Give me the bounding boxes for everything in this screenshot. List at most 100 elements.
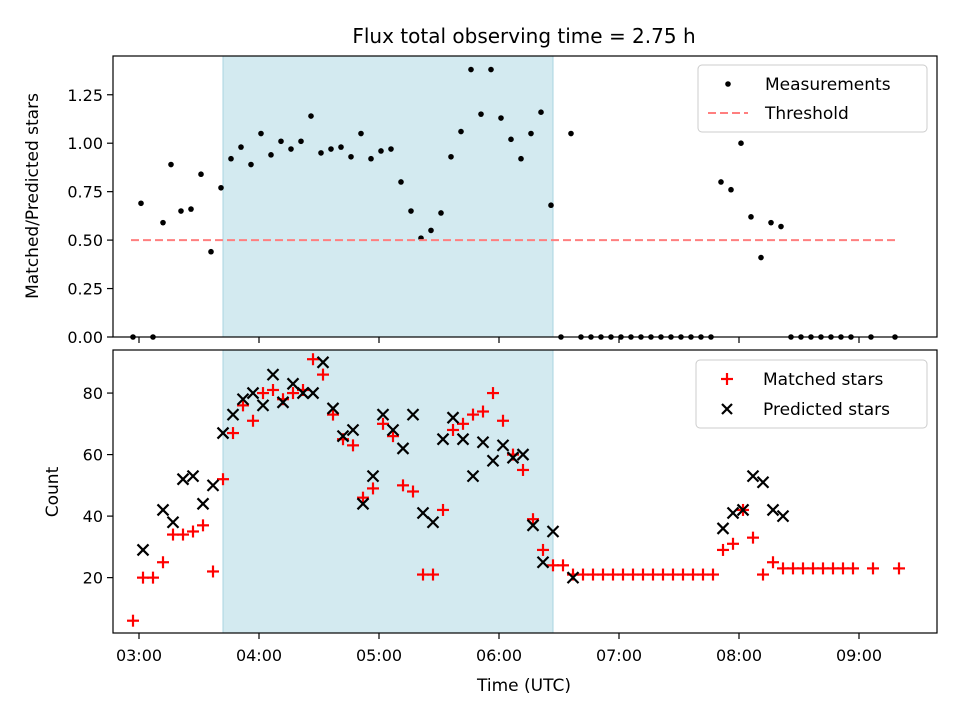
matched-star-marker <box>207 565 219 578</box>
matched-star-marker <box>727 537 739 550</box>
x-tick-label: 08:00 <box>716 646 762 665</box>
matched-star-marker <box>893 562 905 575</box>
matched-star-marker <box>127 614 139 627</box>
measurement-point <box>308 113 314 119</box>
matched-star-marker <box>477 405 489 418</box>
matched-star-marker <box>317 368 329 381</box>
matched-star-marker <box>747 531 759 544</box>
matched-star-marker <box>437 503 449 516</box>
matched-star-marker <box>227 427 239 440</box>
matched-star-marker <box>247 414 259 427</box>
predicted-star-marker <box>366 469 380 483</box>
measurement-point <box>238 144 244 150</box>
predicted-star-marker <box>496 439 510 452</box>
matched-star-marker <box>197 519 209 532</box>
predicted-star-marker <box>746 469 760 483</box>
x-tick: 08:00 <box>716 633 762 665</box>
measurement-point <box>268 152 274 158</box>
measurement-point <box>488 66 494 73</box>
predicted-star-marker <box>226 408 240 421</box>
x-tick-label: 06:00 <box>476 646 522 665</box>
predicted-star-marker <box>346 423 360 437</box>
measurement-point <box>178 208 184 214</box>
predicted-star-marker <box>476 436 490 449</box>
measurement-point <box>138 200 144 207</box>
bottom-legend-box <box>695 359 928 429</box>
predicted-star-marker <box>456 432 470 446</box>
y-tick: 20 <box>83 569 113 588</box>
measurement-point <box>718 179 724 185</box>
predicted-star-marker <box>176 472 190 486</box>
top-legend-box <box>697 64 928 133</box>
y-tick: 0.25 <box>67 280 113 299</box>
matched-star-marker <box>397 479 409 492</box>
measurement-point <box>328 146 334 152</box>
legend-measurements-marker <box>725 81 731 87</box>
predicted-star-marker <box>436 432 450 446</box>
matched-star-marker <box>327 408 339 421</box>
matched-star-marker <box>387 430 399 443</box>
matched-star-marker <box>177 528 189 541</box>
predicted-star-marker <box>446 411 460 424</box>
legend-matched-label: Matched stars <box>763 370 883 390</box>
y-tick: 0.50 <box>67 231 113 250</box>
predicted-star-marker <box>196 497 210 511</box>
predicted-star-marker <box>266 368 280 381</box>
measurement-point <box>388 146 394 152</box>
x-tick-label: 03:00 <box>116 646 162 665</box>
predicted-star-marker <box>336 429 350 443</box>
x-tick-label: 04:00 <box>236 646 282 665</box>
measurement-point <box>188 206 194 212</box>
x-tick: 07:00 <box>596 633 642 665</box>
y-tick-label: 0.50 <box>67 231 103 250</box>
predicted-star-marker <box>536 555 550 569</box>
predicted-star-marker <box>406 408 420 421</box>
top-shaded-interval <box>223 56 553 337</box>
y-tick: 40 <box>83 507 113 526</box>
measurement-point <box>428 227 434 234</box>
y-tick-label: 1.25 <box>67 86 103 105</box>
measurement-point <box>498 115 504 121</box>
predicted-star-marker <box>766 503 780 517</box>
predicted-star-marker <box>246 386 260 400</box>
matched-star-marker <box>467 408 479 421</box>
matched-star-marker <box>377 417 389 430</box>
measurement-point <box>228 155 234 162</box>
measurement-point <box>288 146 294 152</box>
matched-star-marker <box>847 562 859 575</box>
matched-star-marker <box>257 387 269 400</box>
y-tick-label: 0.25 <box>67 280 103 299</box>
measurement-point <box>528 130 534 137</box>
predicted-star-marker <box>166 515 180 529</box>
predicted-star-marker <box>356 497 370 511</box>
matched-star-marker <box>427 568 439 581</box>
predicted-star-marker <box>416 506 430 520</box>
predicted-star-marker <box>236 392 250 406</box>
x-tick: 03:00 <box>116 633 162 665</box>
predicted-star-marker <box>306 386 320 400</box>
matched-star-marker <box>497 414 509 427</box>
y-tick: 1.25 <box>67 86 113 105</box>
matched-star-marker <box>717 543 729 556</box>
measurement-point <box>278 138 284 145</box>
predicted-star-marker <box>136 543 150 557</box>
y-tick-label: 20 <box>83 569 103 588</box>
measurement-point <box>218 184 224 191</box>
matched-star-marker <box>407 485 419 498</box>
predicted-star-marker <box>566 571 580 584</box>
predicted-star-marker <box>156 503 170 517</box>
predicted-star-marker <box>546 525 560 538</box>
legend-measurements-label: Measurements <box>765 75 891 95</box>
predicted-star-marker <box>506 451 520 464</box>
x-tick: 09:00 <box>836 633 882 665</box>
predicted-star-marker <box>396 442 410 455</box>
y-tick-label: 0.00 <box>67 328 103 347</box>
predicted-star-marker <box>256 399 270 412</box>
bottom-data-layer <box>127 353 905 627</box>
predicted-star-marker <box>736 503 750 517</box>
predicted-star-marker <box>206 479 220 492</box>
measurement-point <box>538 109 544 115</box>
x-tick: 04:00 <box>236 633 282 665</box>
predicted-star-marker <box>516 448 530 461</box>
